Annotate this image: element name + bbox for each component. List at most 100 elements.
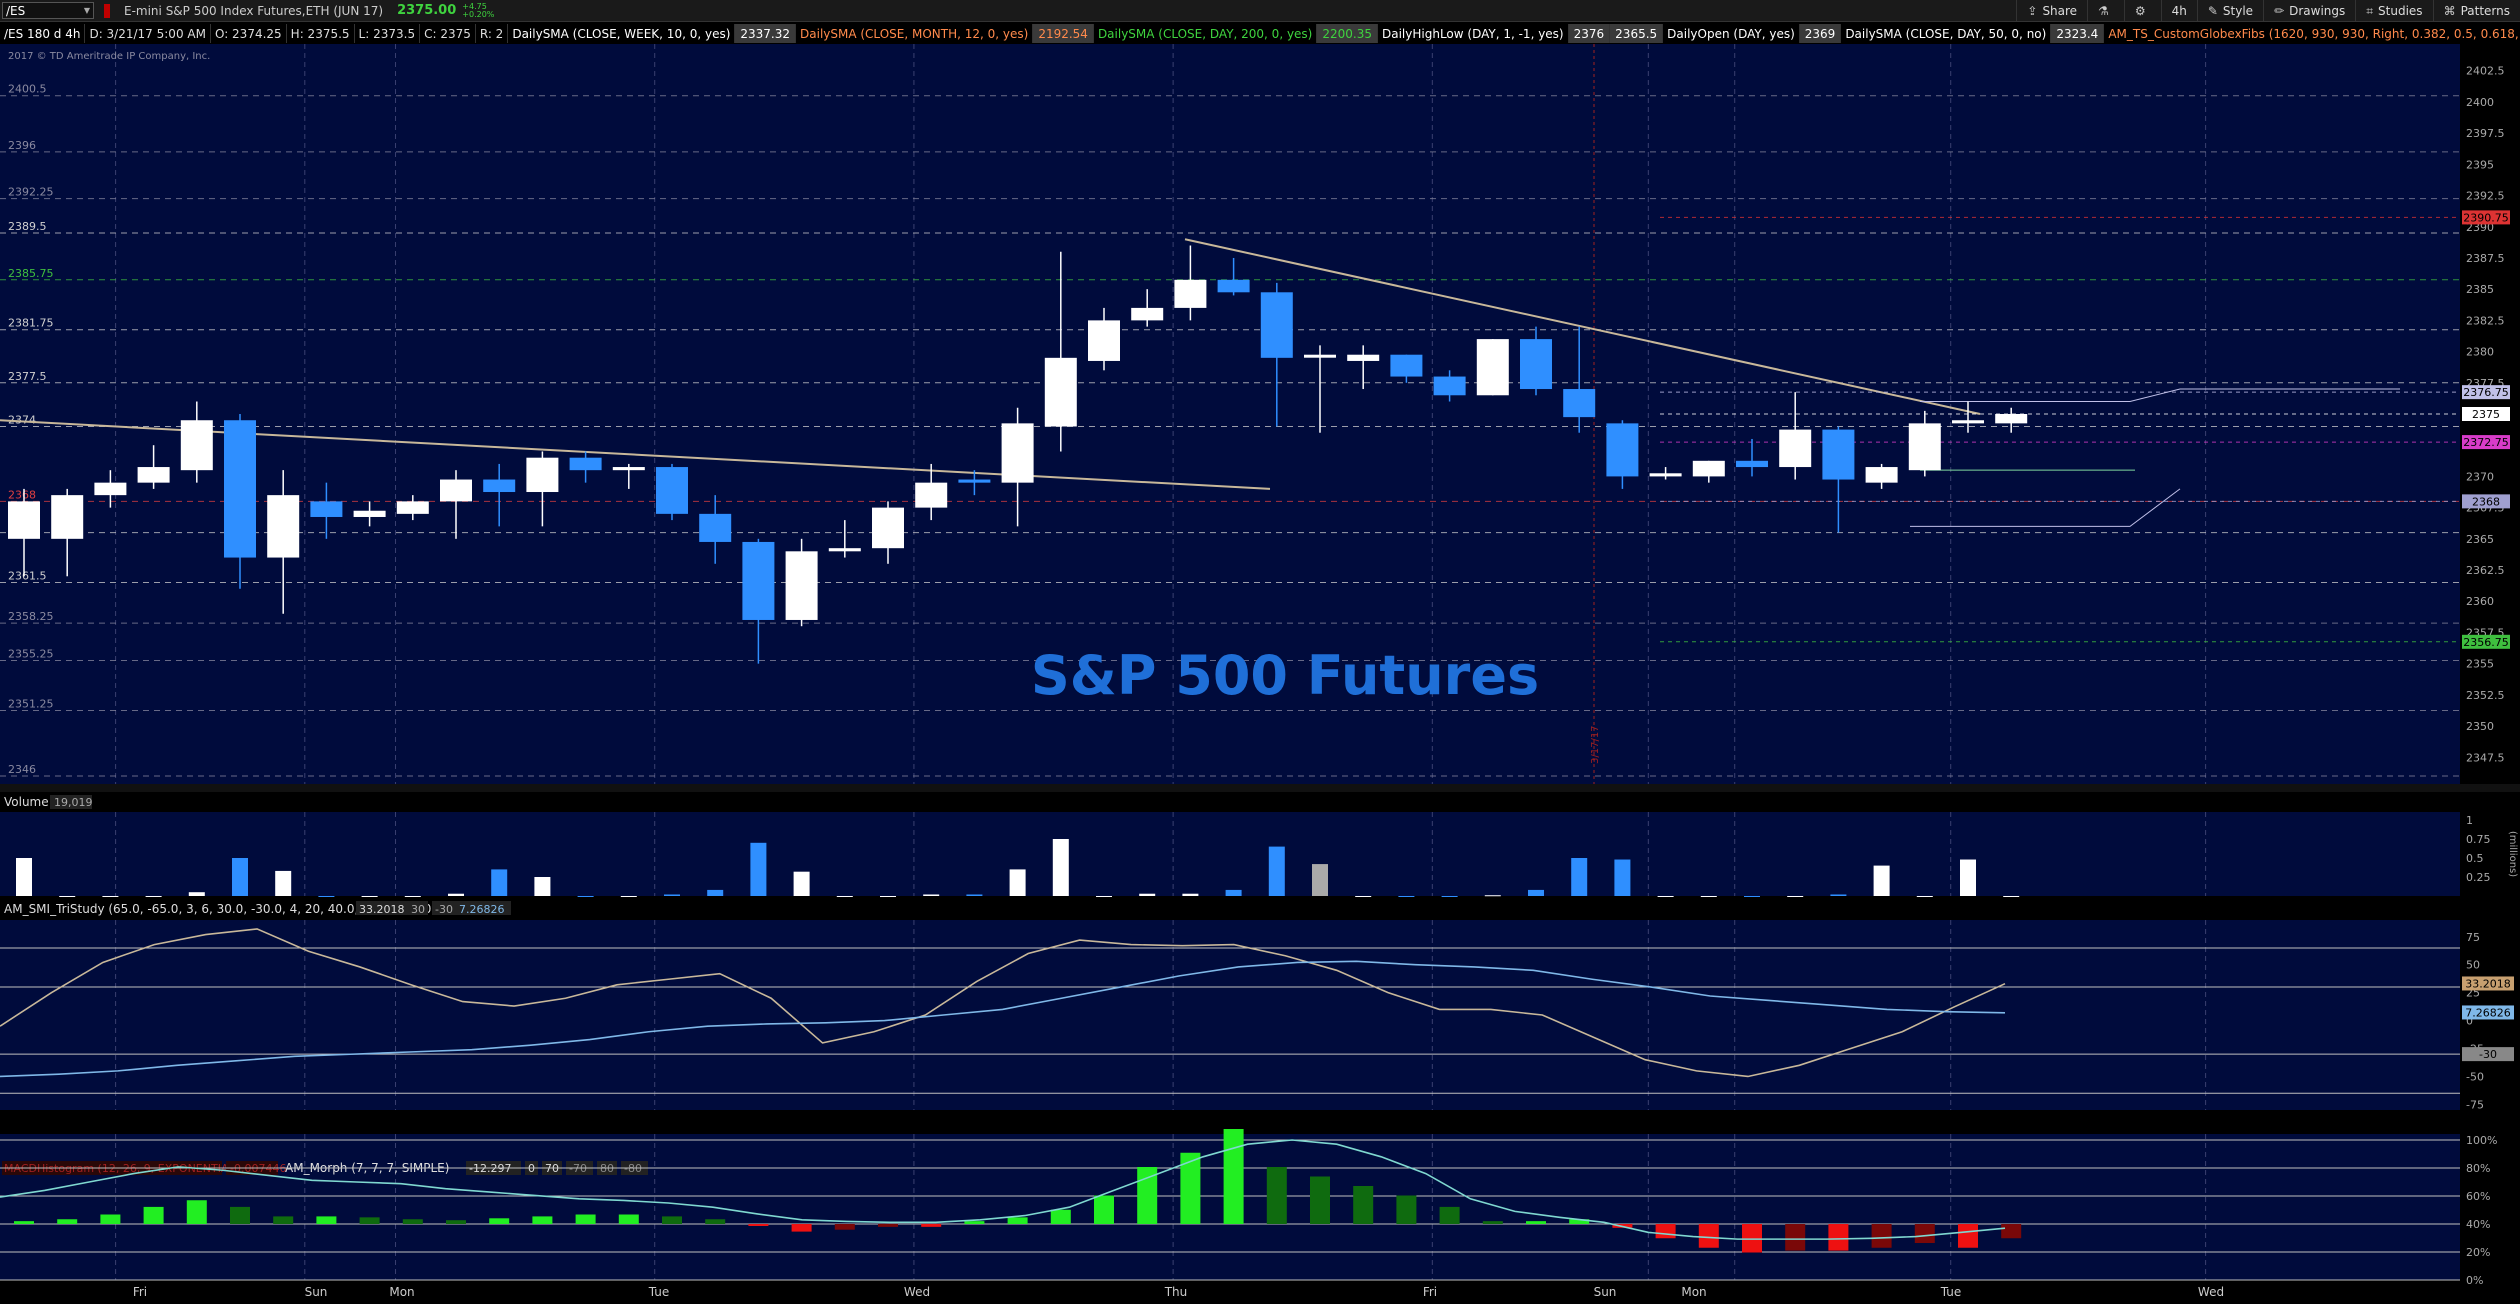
price-tag-label: 2356.75: [2463, 636, 2509, 649]
smi-axis-tick: 75: [2466, 931, 2480, 944]
macd-histogram-bar: [143, 1206, 164, 1224]
info-bar-item[interactable]: AM_TS_CustomGlobexFibs (1620, 930, 930, …: [2104, 24, 2520, 43]
volume-bar: [102, 896, 119, 897]
volume-axis-tick: 0.75: [2466, 833, 2491, 846]
info-bar-item[interactable]: H: 2375.5: [287, 24, 355, 43]
volume-bar: [1096, 896, 1112, 897]
studies-icon: ⌗: [2366, 3, 2374, 18]
projection-line: [1910, 488, 2181, 527]
info-bar-item[interactable]: D: 3/21/17 5:00 AM: [85, 24, 211, 43]
macd-axis-tick: 0%: [2466, 1274, 2483, 1287]
toolbar-action-label: Share: [2042, 4, 2078, 18]
volume-bar: [1441, 896, 1458, 897]
macd-histogram-bar: [1785, 1224, 1806, 1251]
candle-body: [958, 479, 991, 483]
macd-axis-tick: 60%: [2466, 1190, 2490, 1203]
price-axis-tick: 2360: [2466, 595, 2494, 608]
macd-histogram-bar: [921, 1224, 942, 1227]
macd-histogram-bar: [402, 1219, 423, 1224]
toolbar-action-patterns[interactable]: ⌘ Patterns: [2432, 0, 2520, 22]
level-label: 2361.5: [8, 570, 47, 583]
price-axis-tick: 2350: [2466, 720, 2494, 733]
smi-tag: [2462, 976, 2514, 991]
level-label: 2377.5: [8, 370, 47, 383]
volume-bar: [491, 869, 508, 896]
volume-bar: [59, 896, 76, 897]
info-bar-item[interactable]: DailyOpen (DAY, yes): [1663, 24, 1800, 43]
smi-value-bg: [432, 901, 459, 915]
info-bar-item[interactable]: C: 2375: [420, 24, 476, 43]
macd-histogram-bar: [316, 1216, 337, 1224]
macd-signal-line: [0, 1139, 2006, 1240]
volume-bar: [1355, 896, 1372, 897]
volume-bar: [923, 894, 940, 896]
candle-body: [1476, 339, 1509, 396]
info-bar-item[interactable]: DailySMA (CLOSE, DAY, 50, 0, no): [1841, 24, 2052, 43]
smi-value: 30: [411, 903, 425, 916]
level-label: 2368: [8, 488, 36, 501]
candle-body: [656, 467, 688, 514]
macd-histogram-bar: [100, 1214, 121, 1224]
macd-histogram-bar: [1482, 1221, 1503, 1224]
candle-body: [1692, 460, 1725, 477]
smi-tag: [2462, 1047, 2514, 1062]
macd-histogram-bar: [1871, 1224, 1892, 1248]
price-axis-tick: 2395: [2466, 158, 2494, 171]
macd-histogram-bar: [1310, 1176, 1330, 1224]
level-label: 2400.5: [8, 83, 47, 96]
price-tag-label: 2390.75: [2463, 211, 2509, 224]
chart-svg[interactable]: Fri Sun Mon Tue Wed Thu Fri Sun Mon Tue Wed 2400.5 2…: [0, 44, 2520, 1304]
day-label: Mon: [389, 1285, 414, 1299]
macd-histogram-bar: [273, 1216, 294, 1224]
day-label: Wed: [904, 1285, 930, 1299]
price-change: +4.75 +0.20%: [462, 2, 495, 19]
info-bar-item[interactable]: O: 2374.25: [211, 24, 287, 43]
candle-body: [1520, 339, 1552, 390]
volume-axis-tick: 1: [2466, 814, 2473, 827]
info-bar-item[interactable]: DailySMA (CLOSE, DAY, 200, 0, yes): [1094, 24, 1318, 43]
price-axis-tick: 2397.5: [2466, 127, 2505, 140]
toolbar-action-style[interactable]: ✎ Style: [2196, 0, 2263, 22]
smi-axis-tick: -75: [2466, 1098, 2484, 1111]
volume-value-bg: [50, 795, 92, 809]
day-label: Fri: [133, 1285, 147, 1299]
price-tag: [2462, 210, 2510, 225]
flag-icon[interactable]: [104, 3, 110, 18]
macd-histogram-bar: [2001, 1224, 2022, 1239]
candle-body: [440, 479, 472, 502]
info-bar-item[interactable]: R: 2: [476, 24, 509, 43]
chart-area[interactable]: Fri Sun Mon Tue Wed Thu Fri Sun Mon Tue Wed 2400.5 2…: [0, 44, 2520, 1304]
toolbar-action-share[interactable]: ⇪ Share: [2016, 0, 2087, 22]
info-bar-item[interactable]: DailySMA (CLOSE, MONTH, 12, 0, yes): [796, 24, 1034, 43]
smi-average-line: [0, 960, 2006, 1078]
info-bar-item[interactable]: DailySMA (CLOSE, WEEK, 10, 0, yes): [508, 24, 736, 43]
candle-body: [699, 513, 732, 542]
volume-label: Volume: [4, 795, 49, 809]
candle-body: [1001, 423, 1034, 483]
date-marker-label: 3/17/17: [1590, 725, 1601, 764]
macd-histogram-bar: [1526, 1221, 1546, 1224]
symbol-description: E-mini S&P 500 Index Futures,ETH (JUN 17…: [124, 3, 384, 18]
symbol-selector[interactable]: /ES ▼: [2, 2, 94, 19]
candle-body: [8, 501, 40, 539]
candle-body: [1347, 354, 1380, 361]
toolbar-action-gear[interactable]: ⚙: [2123, 0, 2161, 22]
price-tag: [2462, 494, 2510, 509]
price-tag: [2462, 435, 2510, 450]
macd-histogram-bar: [1050, 1209, 1071, 1224]
volume-bar: [1052, 839, 1069, 896]
price-change-percent: +0.20%: [462, 9, 495, 19]
toolbar-action-drawings[interactable]: ✏ Drawings: [2263, 0, 2355, 22]
toolbar-action-studies[interactable]: ⌗ Studies: [2355, 0, 2432, 22]
macd-histogram-bar: [1007, 1217, 1028, 1224]
candle-body: [1304, 354, 1336, 358]
info-bar-item[interactable]: L: 2373.5: [355, 24, 421, 43]
toolbar-action-4h[interactable]: 4h: [2160, 0, 2197, 22]
info-bar-item[interactable]: /ES 180 d 4h: [0, 24, 86, 43]
smi-tag-label: 7.26826: [2465, 1006, 2511, 1019]
macd-histogram-bar: [1353, 1186, 1374, 1224]
toolbar-action-flask[interactable]: ⚗: [2087, 0, 2124, 22]
candle-body: [526, 457, 559, 493]
info-bar-item[interactable]: DailyHighLow (DAY, 1, -1, yes): [1378, 24, 1569, 43]
candle-body: [94, 482, 127, 496]
